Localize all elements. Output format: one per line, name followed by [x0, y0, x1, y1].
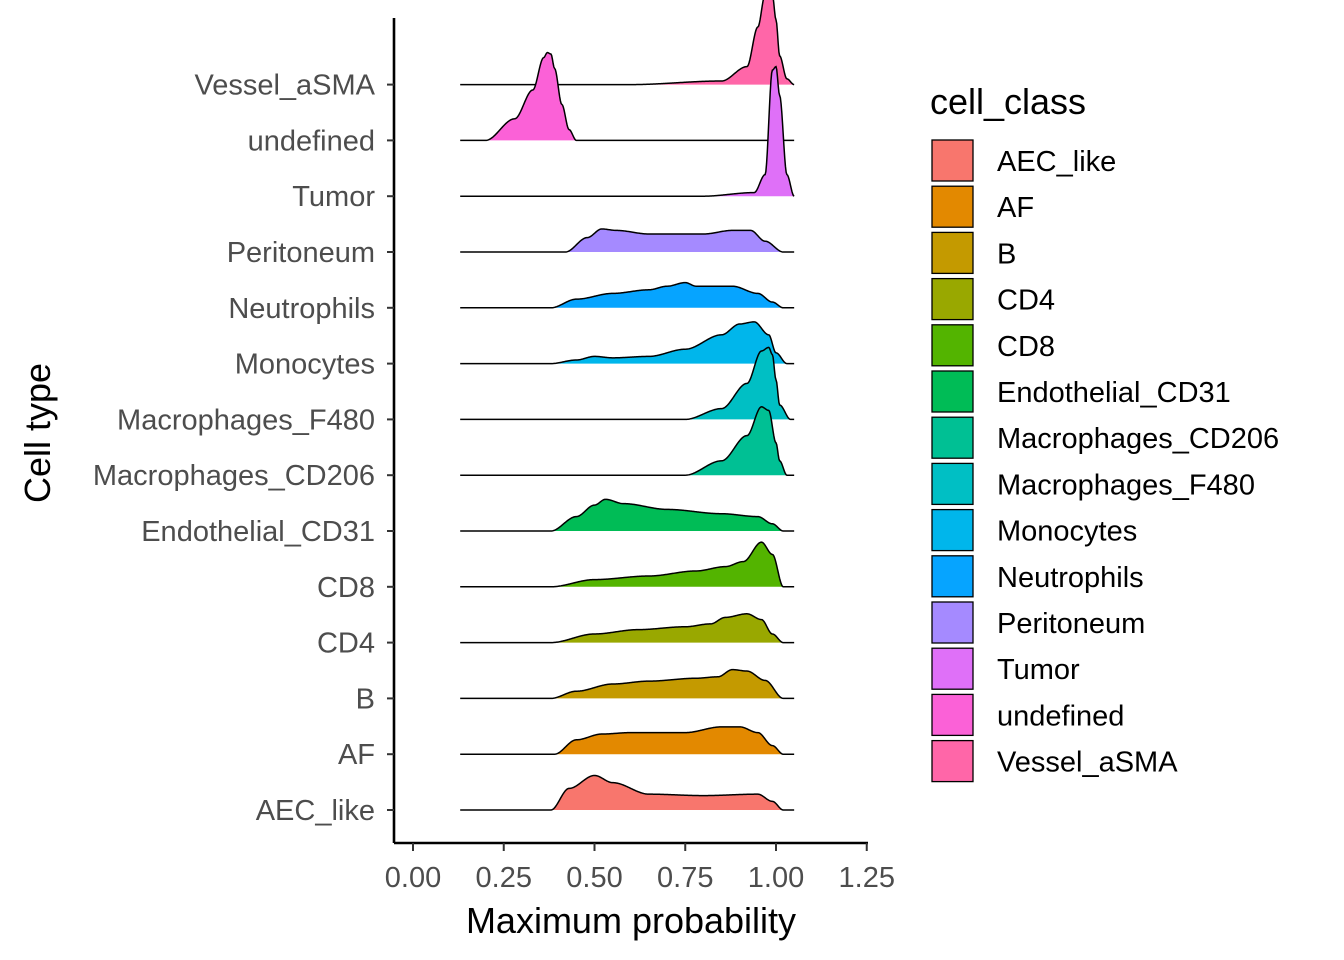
- legend-key-AEC_like: [931, 139, 974, 182]
- ridges-layer: [460, 0, 795, 811]
- x-tick-label: 1.25: [839, 862, 895, 894]
- ridge-fill-undefined: [485, 52, 577, 141]
- ridge-line-Macrophages_F480: [460, 346, 795, 421]
- y-axis: AEC_like AF B CD4 CD8 Endothelial_CD31 Macroph…: [93, 70, 394, 827]
- legend-label: Tumor: [997, 654, 1080, 686]
- legend-key-Neutrophils: [931, 555, 974, 598]
- ridge-line-AEC_like: [460, 774, 795, 811]
- ridge-fill-Vessel_aSMA: [630, 0, 795, 85]
- x-tick-label: 0.25: [476, 862, 532, 894]
- x-tick-label: 1.00: [748, 862, 804, 894]
- ridge-line-Tumor: [460, 65, 795, 197]
- ridge-fill-Macrophages_F480: [685, 347, 791, 420]
- legend-key-Macrophages_CD206: [931, 416, 974, 459]
- y-tick-label: Peritoneum: [227, 237, 375, 269]
- legend-label: AEC_like: [997, 146, 1116, 178]
- legend-title: cell_class: [930, 81, 1086, 122]
- ridge-fill-B: [550, 669, 784, 699]
- ridge-line-Monocytes: [460, 321, 795, 365]
- y-tick-label: Neutrophils: [228, 293, 375, 325]
- y-tick-label: AF: [338, 739, 375, 771]
- ridge-line-Peritoneum: [460, 228, 795, 253]
- legend-key-Tumor: [931, 647, 974, 690]
- ridge-line-AF: [460, 726, 795, 755]
- legend-key-Macrophages_F480: [931, 462, 974, 506]
- x-tick-label: 0.75: [657, 862, 713, 894]
- ridge-line-undefined: [460, 51, 795, 142]
- y-tick-label: CD4: [317, 628, 375, 660]
- legend-label: CD8: [997, 331, 1055, 363]
- ridge-line-B: [460, 668, 795, 700]
- y-tick-label: undefined: [248, 125, 375, 157]
- legend-key-CD4: [931, 277, 974, 321]
- legend-key-Endothelial_CD31: [931, 370, 974, 413]
- legend-key-undefined: [931, 693, 974, 737]
- legend: cell_class AEC_like AF B CD4 CD8 Endothelial_…: [930, 81, 1279, 783]
- y-tick-label: Endothelial_CD31: [141, 516, 375, 548]
- y-tick-label: AEC_like: [256, 795, 375, 827]
- x-tick-label: 0.50: [566, 862, 622, 894]
- ridge-fill-Endothelial_CD31: [550, 499, 784, 531]
- legend-key-Monocytes: [931, 508, 974, 552]
- legend-label: B: [997, 238, 1016, 270]
- ridge-line-Neutrophils: [460, 281, 795, 309]
- y-tick-label: Vessel_aSMA: [194, 70, 375, 102]
- legend-label: CD4: [997, 285, 1055, 317]
- legend-label: Endothelial_CD31: [997, 377, 1231, 409]
- x-axis: 0.00 0.25 0.50 0.75 1.00 1.25: [385, 843, 895, 894]
- x-axis-title: Maximum probability: [466, 900, 796, 941]
- ridge-fill-Peritoneum: [565, 228, 784, 252]
- ridge-fill-AEC_like: [550, 775, 784, 810]
- legend-key-AF: [931, 185, 974, 228]
- legend-label: Macrophages_CD206: [997, 423, 1279, 455]
- y-tick-label: Monocytes: [235, 349, 375, 381]
- ridge-line-Macrophages_CD206: [460, 406, 795, 476]
- y-tick-label: Tumor: [292, 181, 375, 213]
- ridge-line-Vessel_aSMA: [460, 0, 795, 86]
- legend-key-B: [931, 231, 974, 275]
- ridge-fill-Macrophages_CD206: [685, 406, 787, 476]
- ridge-line-Endothelial_CD31: [460, 498, 795, 532]
- legend-key-Peritoneum: [931, 601, 974, 644]
- legend-label: AF: [997, 192, 1034, 224]
- ridge-line-CD4: [460, 613, 795, 644]
- legend-key-Vessel_aSMA: [931, 739, 974, 783]
- y-tick-label: Macrophages_CD206: [93, 460, 375, 492]
- ridge-fill-Neutrophils: [550, 282, 784, 308]
- ridge-fill-Tumor: [703, 66, 795, 197]
- legend-label: Vessel_aSMA: [997, 747, 1178, 779]
- x-tick-label: 0.00: [385, 862, 441, 894]
- ridge-line-CD8: [460, 541, 795, 588]
- ridge-fill-CD8: [550, 542, 784, 587]
- y-tick-label: CD8: [317, 572, 375, 604]
- legend-label: undefined: [997, 700, 1124, 732]
- legend-label: Monocytes: [997, 516, 1137, 548]
- y-tick-label: B: [356, 683, 375, 715]
- legend-label: Macrophages_F480: [997, 469, 1255, 501]
- y-tick-label: Macrophages_F480: [117, 404, 375, 436]
- legend-key-CD8: [931, 324, 974, 367]
- y-axis-title: Cell type: [17, 363, 58, 503]
- legend-label: Peritoneum: [997, 608, 1145, 640]
- legend-label: Neutrophils: [997, 562, 1144, 594]
